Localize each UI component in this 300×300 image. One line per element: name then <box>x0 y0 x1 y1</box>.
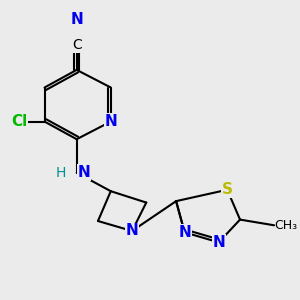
Text: C: C <box>72 38 82 52</box>
Text: N: N <box>77 165 90 180</box>
Text: N: N <box>178 225 191 240</box>
Text: N: N <box>70 12 83 27</box>
Text: CH₃: CH₃ <box>274 219 297 232</box>
Text: N: N <box>126 224 138 238</box>
Text: S: S <box>222 182 233 197</box>
Text: Cl: Cl <box>11 114 27 129</box>
Text: N: N <box>212 235 225 250</box>
Text: N: N <box>104 114 117 129</box>
Text: H: H <box>56 166 66 180</box>
